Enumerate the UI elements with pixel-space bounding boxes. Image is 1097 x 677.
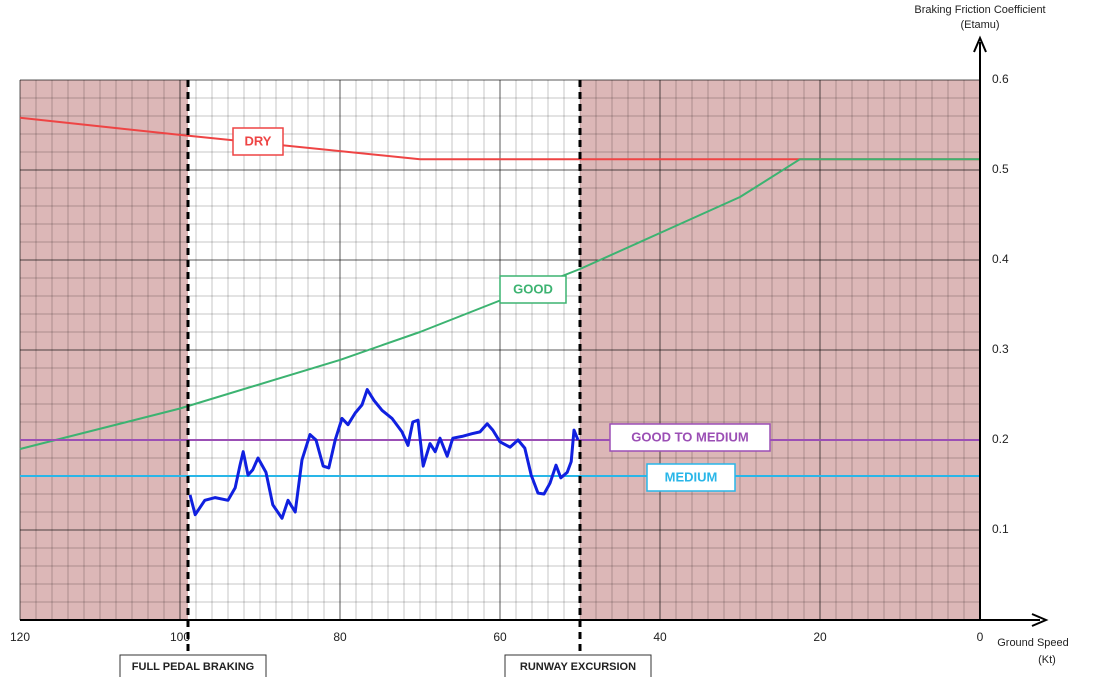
y-tick-label: 0.2 (992, 432, 1009, 446)
y-tick-label: 0.6 (992, 72, 1009, 86)
x-axis-title: (Kt) (1038, 654, 1056, 666)
x-tick-label: 100 (170, 630, 190, 644)
series-label-box (232, 127, 284, 156)
y-tick-label: 0.5 (992, 162, 1009, 176)
y-axis-arrow (973, 35, 987, 53)
series-line (19, 116, 980, 161)
series-label: GOOD (513, 281, 553, 296)
x-tick-label: 120 (10, 630, 30, 644)
series-label: MEDIUM (665, 469, 718, 484)
x-tick-label: 20 (813, 630, 827, 644)
x-tick-label: 0 (977, 630, 984, 644)
annotation-box (119, 654, 267, 677)
x-axis-title: Ground Speed (997, 637, 1069, 649)
y-axis-title: (Etamu) (960, 19, 999, 31)
series-line (188, 388, 580, 520)
y-tick-label: 0.1 (992, 522, 1009, 536)
x-tick-label: 60 (493, 630, 507, 644)
x-tick-label: 40 (653, 630, 667, 644)
y-tick-label: 0.3 (992, 342, 1009, 356)
series-label: DRY (245, 133, 272, 148)
x-axis-arrow (1031, 613, 1049, 627)
annotation-label: FULL PEDAL BRAKING (132, 661, 254, 673)
series-label-box (646, 463, 736, 492)
annotation-box (504, 654, 652, 677)
series-label-box (609, 423, 771, 452)
annotation-label: RUNWAY EXCURSION (520, 661, 636, 673)
series-label-box (499, 275, 567, 304)
y-axis-title: Braking Friction Coefficient (914, 4, 1045, 16)
x-tick-label: 80 (333, 630, 347, 644)
y-tick-label: 0.4 (992, 252, 1009, 266)
series-label: GOOD TO MEDIUM (631, 429, 748, 444)
